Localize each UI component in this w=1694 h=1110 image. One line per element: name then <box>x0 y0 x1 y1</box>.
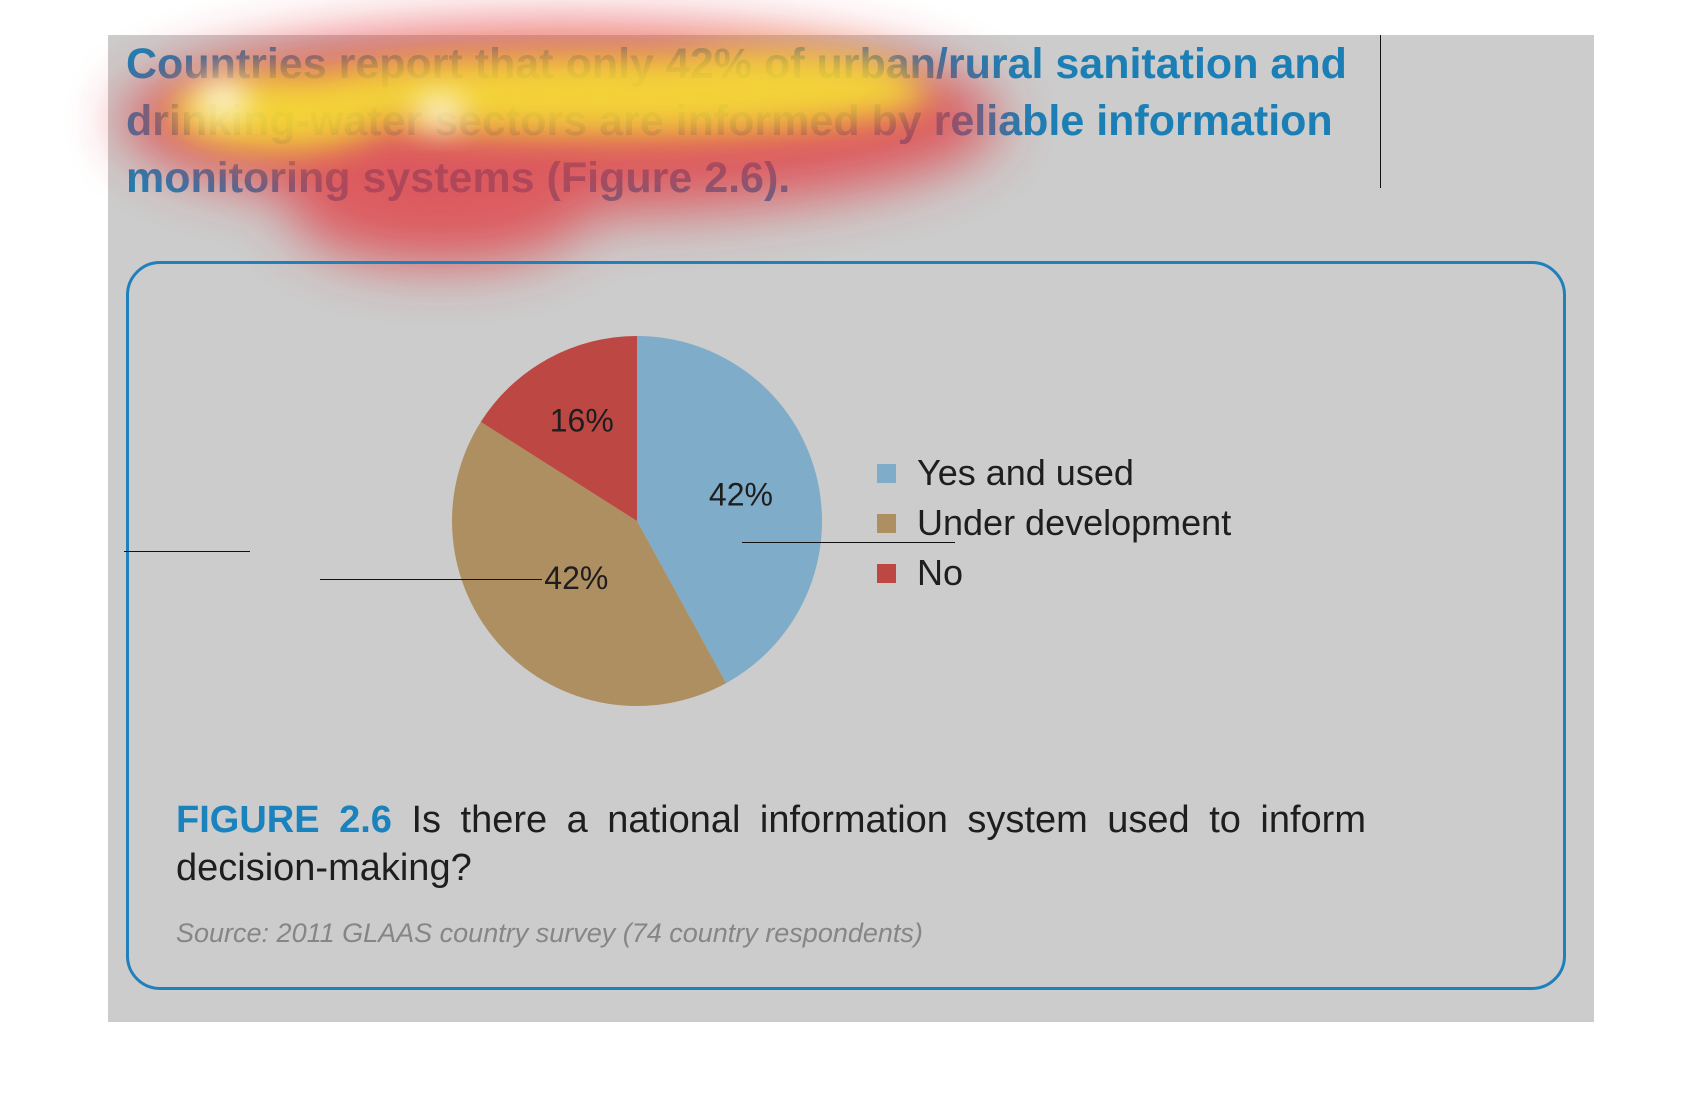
pie-slice-under-development <box>452 421 727 707</box>
legend-swatch-yes <box>877 463 896 483</box>
slice-value-label: 42% <box>544 560 608 596</box>
slice-value-label: 42% <box>709 476 773 512</box>
figure-caption: FIGURE 2.6 Is there a national informati… <box>176 796 1366 892</box>
figure-number: FIGURE 2.6 <box>176 799 392 841</box>
annotation-rule <box>320 579 542 580</box>
figure-frame <box>126 261 1566 990</box>
annotation-rule <box>124 551 250 552</box>
legend-label-no: No <box>917 552 964 593</box>
legend-item-yes: Yes and used <box>877 448 1231 498</box>
pie-slice-no <box>480 336 637 521</box>
legend-label-under-development: Under development <box>917 502 1232 543</box>
source-note: Source: 2011 GLAAS country survey (74 co… <box>176 918 923 948</box>
slice-value-label: 16% <box>550 402 614 438</box>
annotation-rule <box>742 542 955 543</box>
chart-legend: Yes and used Under development No <box>877 448 1231 598</box>
legend-item-no: No <box>877 548 1231 598</box>
legend-label-yes: Yes and used <box>917 452 1134 493</box>
annotation-rule <box>1380 35 1381 188</box>
figure-caption-text: Is there a national information system u… <box>176 799 1366 889</box>
legend-item-under-development: Under development <box>877 498 1231 548</box>
legend-swatch-under-development <box>877 513 896 533</box>
pie-slice-yes-and-used <box>637 336 823 684</box>
legend-swatch-no <box>877 563 896 583</box>
